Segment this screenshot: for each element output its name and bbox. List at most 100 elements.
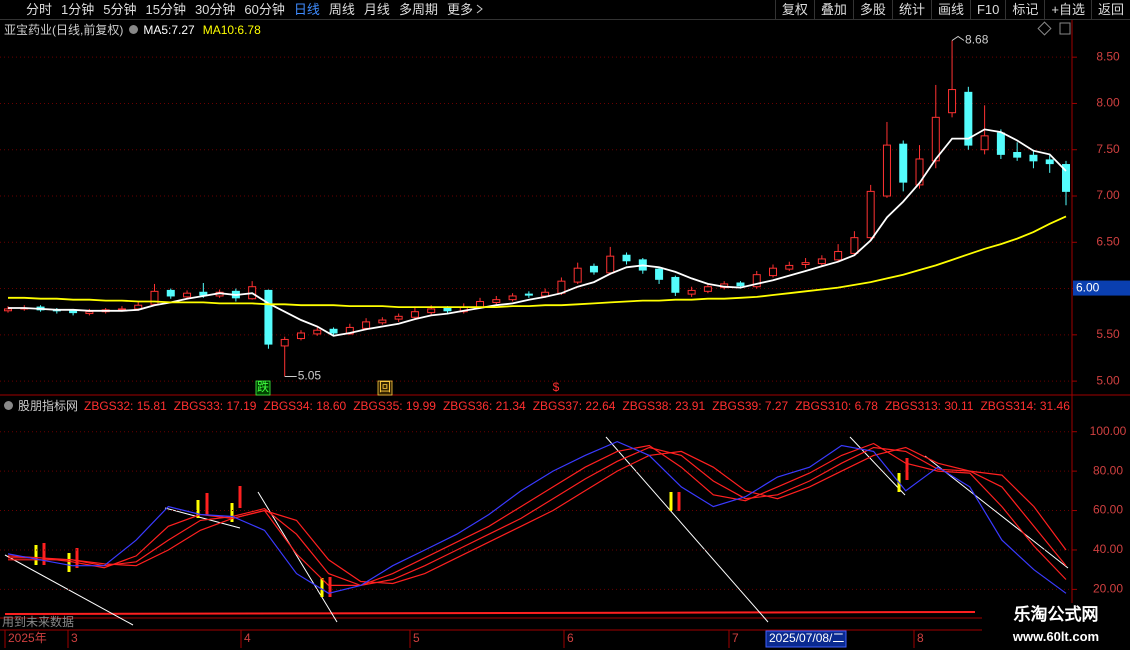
candle-body: [1013, 152, 1022, 158]
toolbar: 分时 1分钟 5分钟 15分钟 30分钟 60分钟 日线 周线 月线 多周期 更多 复权 叠加 多股 统计…: [0, 0, 1130, 20]
marker-label: 跌: [257, 379, 269, 394]
period-tab[interactable]: 日线: [293, 2, 320, 17]
series-line: [8, 128, 1067, 337]
settings-icon[interactable]: [4, 401, 13, 410]
action-button[interactable]: 统计: [891, 0, 931, 19]
period-tab[interactable]: 1分钟: [61, 2, 95, 17]
action-button[interactable]: 画线: [930, 0, 970, 19]
candle-body: [508, 295, 517, 301]
trend-line: [4, 554, 134, 626]
candle-body: [183, 292, 192, 298]
candle-body: [427, 308, 436, 314]
candle-body: [671, 276, 680, 293]
y-tick-label: 6.50: [1096, 234, 1120, 248]
candle-body: [606, 255, 615, 274]
action-button[interactable]: 复权: [774, 0, 814, 19]
warning: 用到未来数据: [2, 614, 74, 629]
candle-body: [313, 329, 322, 335]
readout-name: ZBGS39: [712, 399, 765, 413]
readout: ZBGS3106.78: [795, 399, 878, 413]
series-line: [7, 440, 1067, 594]
period-tab[interactable]: 分时: [26, 2, 53, 17]
date-label: 3: [71, 631, 78, 645]
readout-name: ZBGS37: [533, 399, 586, 413]
candle-body: [655, 268, 664, 280]
series-line: [8, 446, 1067, 587]
readout-name: ZBGS310: [795, 399, 854, 413]
date-label: 5: [413, 631, 420, 645]
period-tab[interactable]: 30分钟: [194, 2, 236, 17]
y-tick-label: 5.50: [1096, 327, 1120, 341]
readout: ZBGS31431.46: [980, 399, 1069, 413]
cursor-date: 2025/07/08/二: [769, 631, 844, 645]
candle-body: [948, 89, 957, 114]
marker-label: 回: [379, 380, 391, 394]
marker-box: [377, 380, 393, 396]
period-tab[interactable]: 更多: [447, 0, 484, 19]
period-tab[interactable]: 5分钟: [103, 2, 137, 17]
candle-body: [785, 264, 794, 270]
readout-value: 31.46: [1039, 398, 1070, 413]
extreme-label: 8.68: [965, 33, 989, 47]
readout-value: 23.91: [675, 398, 706, 413]
readout-name: ZBGS36: [443, 399, 496, 413]
marker-label: $: [553, 380, 560, 394]
action-button[interactable]: 标记: [1005, 0, 1044, 19]
y-tick-label: 60.00: [1093, 503, 1123, 517]
candle-body: [817, 258, 826, 265]
readout-value: 15.81: [136, 398, 167, 413]
icon-diamond[interactable]: [1037, 21, 1052, 36]
readout-value: 22.64: [585, 398, 616, 413]
candle-body: [996, 132, 1005, 155]
action-button[interactable]: 返回: [1090, 0, 1130, 19]
readout-value: 18.60: [316, 398, 347, 413]
candle-body: [85, 311, 94, 315]
period-tab[interactable]: 月线: [363, 2, 390, 17]
readout-value: 7.27: [764, 398, 789, 413]
candle-body: [687, 289, 696, 295]
candle-body: [964, 91, 973, 146]
y-tick-label: 40.00: [1093, 542, 1123, 556]
period-tab[interactable]: 15分钟: [145, 2, 186, 17]
candle-body: [801, 262, 810, 265]
y-tick-label: 20.00: [1093, 582, 1123, 596]
date-label: 7: [732, 631, 739, 645]
readout-name: ZBGS35: [353, 399, 406, 413]
candle-body: [622, 254, 631, 262]
indicator-title: 股朋指标网: [18, 399, 79, 413]
trend-line: [605, 436, 769, 623]
period-tab[interactable]: 周线: [328, 2, 355, 17]
cursor-date-box: [765, 630, 847, 648]
ma-value: 7.27: [171, 22, 195, 37]
trend-line: [164, 507, 241, 529]
candle-body: [378, 319, 387, 324]
readout: ZBGS31330.11: [885, 399, 974, 413]
series-line: [7, 442, 1067, 587]
action-button[interactable]: 多股: [852, 0, 892, 19]
icon-box[interactable]: [1059, 22, 1071, 35]
readout-name: ZBGS34: [263, 399, 316, 413]
action-button[interactable]: 叠加: [813, 0, 853, 19]
settings-icon[interactable]: [129, 25, 139, 34]
trend-line: [849, 436, 906, 496]
candle-body: [736, 282, 745, 287]
candle-body: [915, 158, 924, 186]
candle-body: [899, 143, 908, 183]
period-tab[interactable]: 60分钟: [244, 2, 285, 17]
y-tick-label: 8.00: [1096, 96, 1120, 110]
action-button[interactable]: +自选: [1044, 0, 1091, 19]
candle-body: [541, 291, 550, 297]
candle-body: [492, 299, 501, 303]
action-button[interactable]: F10: [969, 0, 1005, 19]
candle-body: [394, 315, 403, 320]
readout-value: 21.34: [495, 398, 526, 413]
candle-body: [69, 310, 78, 314]
candle-body: [1062, 164, 1070, 192]
readout: ZBGS3317.19: [174, 399, 257, 413]
period-tab[interactable]: 多周期: [398, 2, 438, 17]
readout: ZBGS3519.99: [353, 399, 436, 413]
readout: ZBGS3215.81: [84, 399, 167, 413]
readout: ZBGS3418.60: [263, 399, 346, 413]
